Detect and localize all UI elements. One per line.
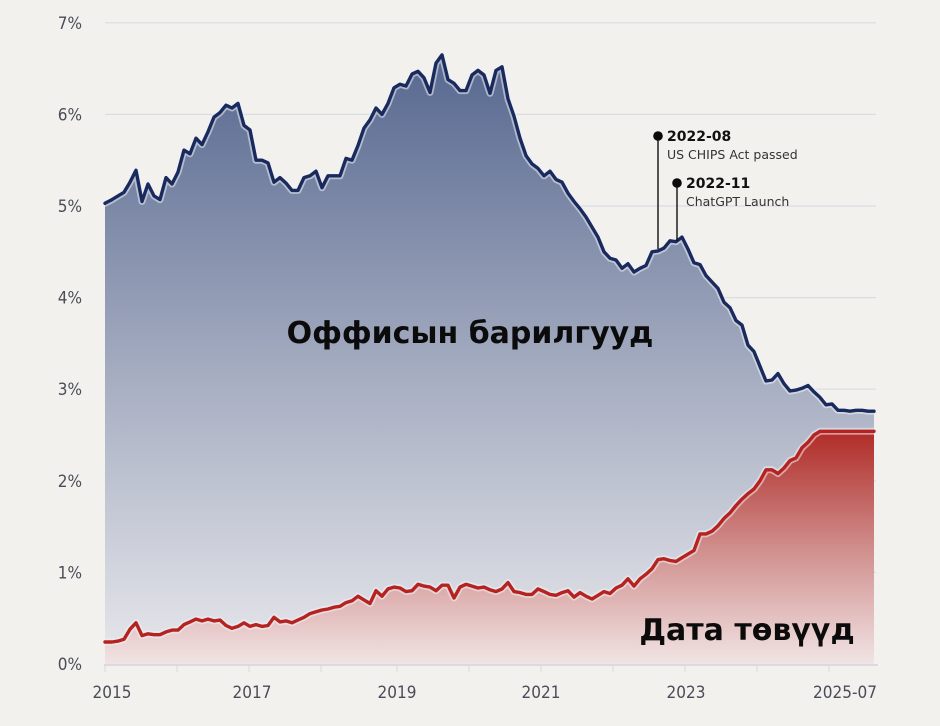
y-tick-label: 1% <box>58 563 82 583</box>
x-tick-label: 2015 <box>93 683 132 703</box>
office-area <box>105 54 874 664</box>
x-tick-label: 2019 <box>378 683 417 703</box>
y-tick-label: 4% <box>58 289 82 309</box>
datacenter-series-label: Дата төвүүд <box>639 613 854 648</box>
y-tick-label: 2% <box>58 472 82 492</box>
x-axis: 2015 2017 2019 2021 2023 2025-07 <box>93 664 878 703</box>
y-tick-label: 5% <box>58 197 82 217</box>
x-tick-label: 2017 <box>233 683 272 703</box>
y-tick-label: 0% <box>58 655 82 675</box>
annotation-date: 2022-08 <box>667 129 731 145</box>
y-tick-label: 3% <box>58 380 82 400</box>
datacenter-line <box>103 429 876 644</box>
annotation-text: ChatGPT Launch <box>686 194 789 209</box>
annotation-text: US CHIPS Act passed <box>667 147 798 162</box>
office-line <box>103 53 876 413</box>
event-annotations: 2022-08 US CHIPS Act passed 2022-11 ChatGPT… <box>653 129 798 249</box>
y-tick-label: 6% <box>58 105 82 125</box>
datacenter-area <box>105 431 874 664</box>
y-axis: 0% 1% 2% 3% 4% 5% 6% 7% <box>58 14 82 675</box>
annotation-dot-icon <box>653 131 663 141</box>
x-tick-label: 2021 <box>522 683 561 703</box>
annotation-dot-icon <box>672 178 682 188</box>
x-tick-label: 2025-07 <box>813 683 877 703</box>
series-areas <box>105 54 874 664</box>
event-annotation: 2022-11 ChatGPT Launch <box>672 176 789 241</box>
x-tick-label: 2023 <box>667 683 706 703</box>
series-lines <box>101 51 878 646</box>
office-series-label: Оффисын барилгууд <box>287 316 654 351</box>
annotation-date: 2022-11 <box>686 176 750 192</box>
event-annotation: 2022-08 US CHIPS Act passed <box>653 129 798 249</box>
y-tick-label: 7% <box>58 14 82 34</box>
